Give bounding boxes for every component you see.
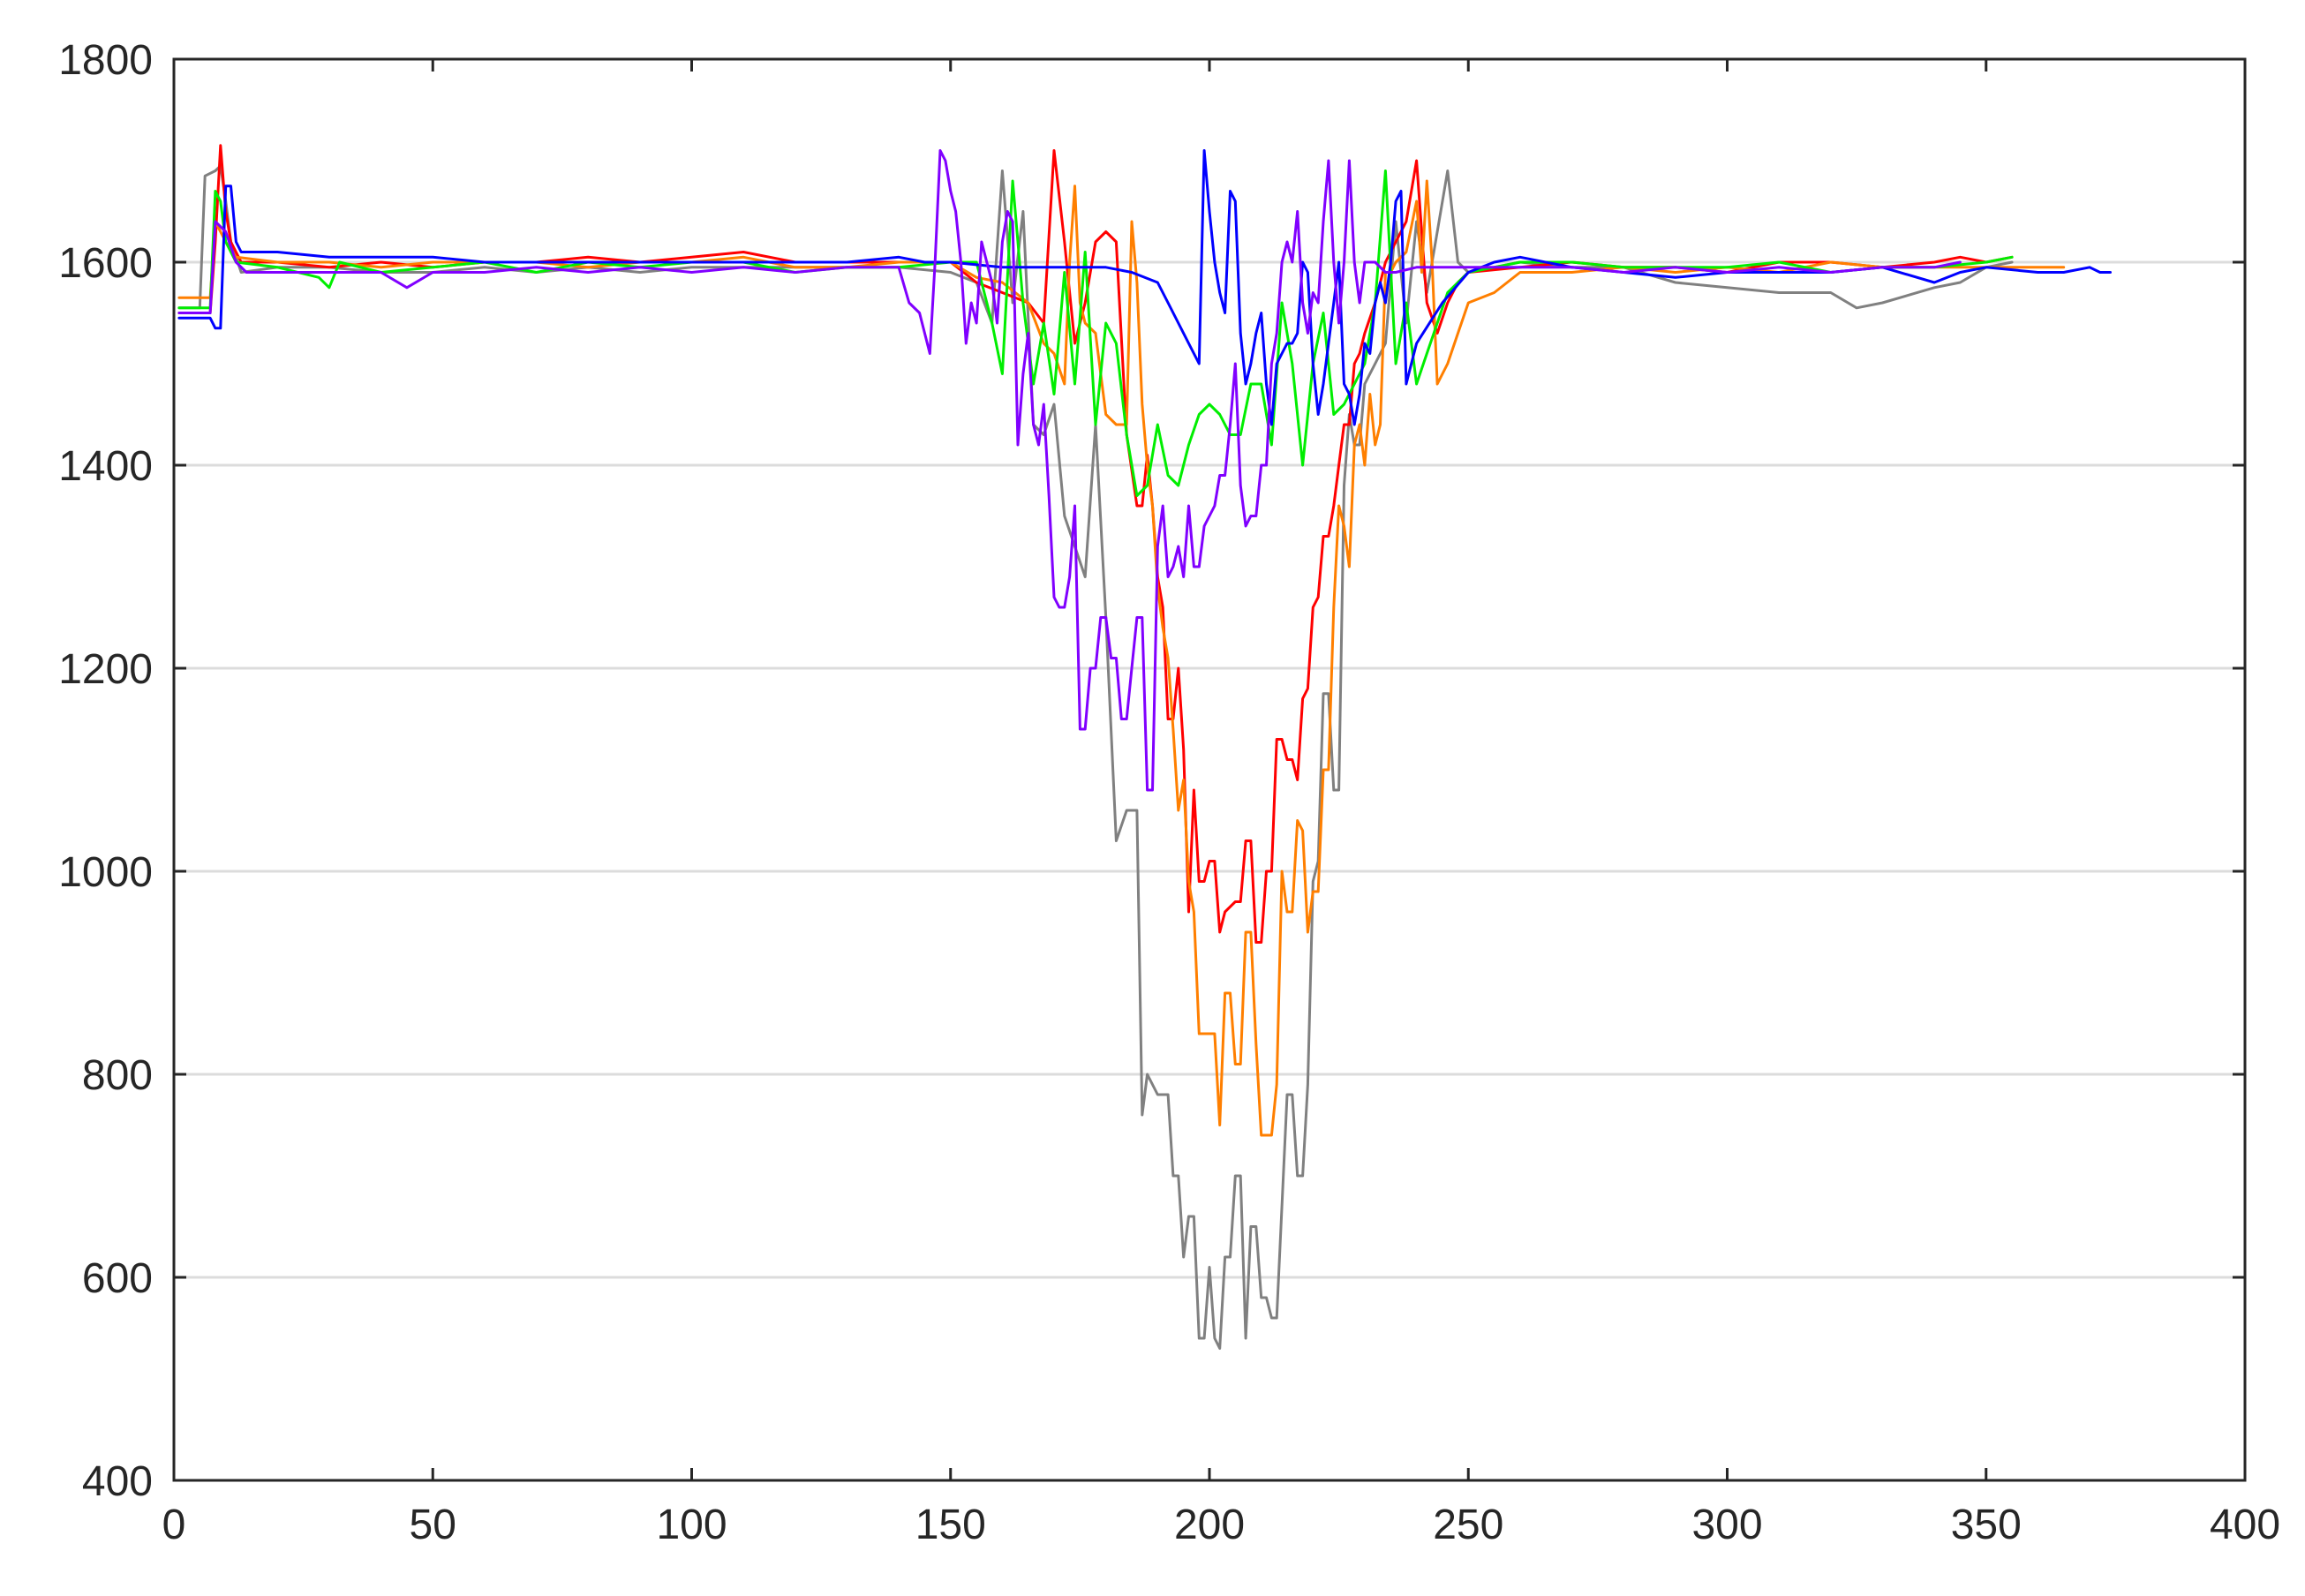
x-tick-label-50: 50 bbox=[410, 1502, 456, 1548]
y-tick-label-600: 600 bbox=[82, 1255, 153, 1302]
axis-ticks: 0 50 100 150 200 250 300 350 400 400 600 800 1000 120… bbox=[58, 37, 2280, 1548]
x-tick-label-0: 0 bbox=[162, 1502, 186, 1548]
y-tick-label-1400: 1400 bbox=[58, 443, 153, 490]
grid-lines bbox=[174, 260, 2245, 1279]
y-tick-label-1000: 1000 bbox=[58, 849, 153, 896]
y-tick-label-1800: 1800 bbox=[58, 37, 153, 84]
x-tick-label-350: 350 bbox=[1951, 1502, 2022, 1548]
x-tick-label-100: 100 bbox=[656, 1502, 727, 1548]
y-tick-label-800: 800 bbox=[82, 1052, 153, 1099]
series-line-4 bbox=[177, 169, 2014, 497]
series-line-5 bbox=[177, 149, 2112, 426]
x-tick-label-300: 300 bbox=[1691, 1502, 1762, 1548]
series-lines bbox=[177, 144, 2112, 1350]
series-line-6 bbox=[177, 149, 1962, 792]
x-tick-label-250: 250 bbox=[1433, 1502, 1503, 1548]
y-tick-label-400: 400 bbox=[82, 1458, 153, 1505]
y-tick-label-1200: 1200 bbox=[58, 646, 153, 693]
x-tick-label-400: 400 bbox=[2210, 1502, 2280, 1548]
x-tick-label-200: 200 bbox=[1174, 1502, 1245, 1548]
x-tick-label-150: 150 bbox=[915, 1502, 986, 1548]
y-tick-label-1600: 1600 bbox=[58, 240, 153, 287]
